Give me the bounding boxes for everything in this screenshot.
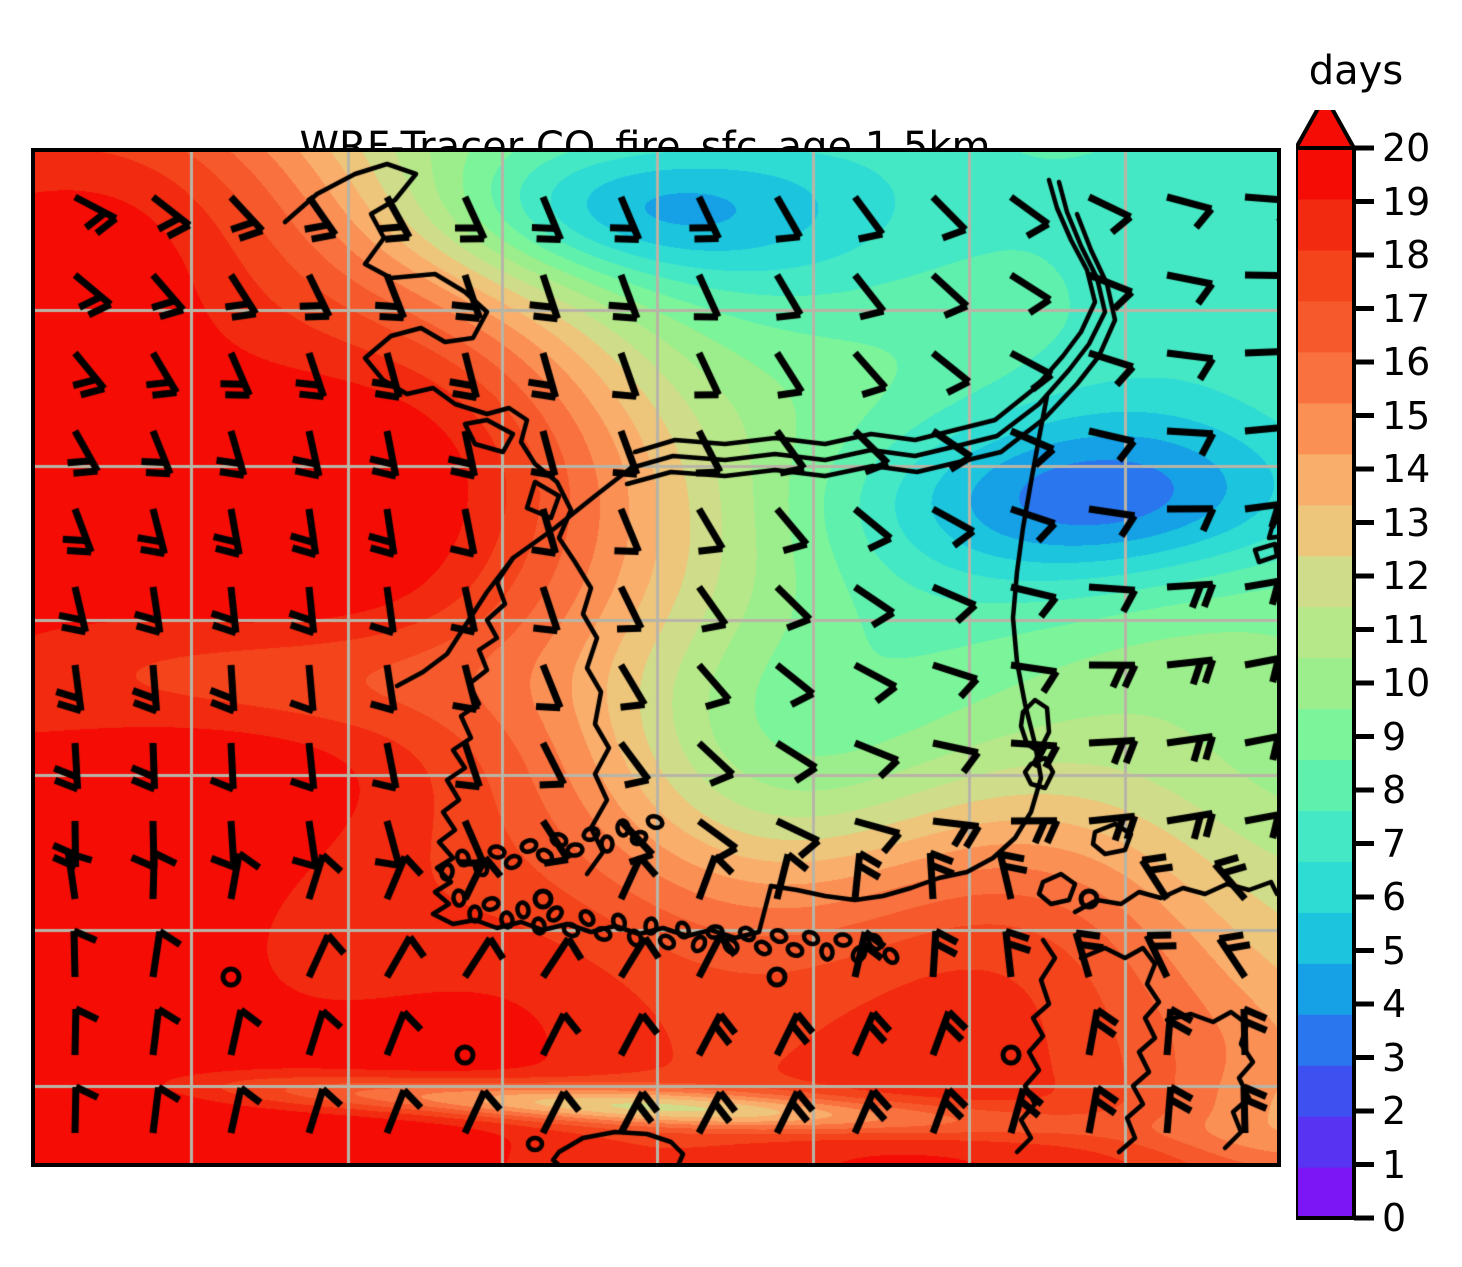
colorbar-tick-label: 18 [1382,236,1430,274]
colorbar-tick-label: 5 [1382,932,1406,970]
colorbar-tick-label: 6 [1382,878,1406,916]
colorbar-unit-label: days [1296,48,1416,94]
contour-field-canvas [35,152,1277,1163]
colorbar-tick-label: 17 [1382,290,1430,328]
colorbar-tick-label: 14 [1382,450,1430,488]
colorbar-tick-label: 9 [1382,718,1406,756]
colorbar-tick-label: 1 [1382,1146,1406,1184]
colorbar-tick-label: 2 [1382,1092,1406,1130]
colorbar-tick-label: 8 [1382,771,1406,809]
colorbar-tick-label: 3 [1382,1039,1406,1077]
colorbar[interactable]: days 20 19 18 17 16 15 14 13 12 11 10 9 8 7 6 5 4 3 2 1 0 [1296,110,1462,1240]
colorbar-tick-label: 7 [1382,825,1406,863]
colorbar-tick-label: 13 [1382,504,1430,542]
colorbar-tick-label: 16 [1382,343,1430,381]
colorbar-tick-label: 0 [1382,1199,1406,1237]
colorbar-tick-label: 4 [1382,985,1406,1023]
colorbar-tick-label: 12 [1382,557,1430,595]
colorbar-tick-label: 19 [1382,183,1430,221]
colorbar-gradient [1296,110,1462,1240]
colorbar-tick-label: 15 [1382,397,1430,435]
colorbar-tick-label: 11 [1382,611,1430,649]
colorbar-tick-label: 20 [1382,129,1430,167]
colorbar-tick-label: 10 [1382,664,1430,702]
map-plot-area[interactable] [31,148,1281,1167]
